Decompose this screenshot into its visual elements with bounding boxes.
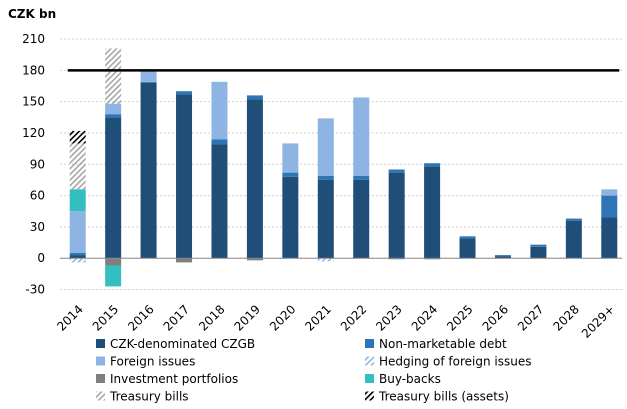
bar-segment <box>459 238 476 259</box>
bar-segment <box>601 195 618 218</box>
bar-segment <box>140 69 157 82</box>
x-tick-label: 2018 <box>196 302 227 333</box>
x-tick-label: 2016 <box>125 302 156 333</box>
y-tick-label: 30 <box>30 220 45 234</box>
bar-segment <box>211 81 228 140</box>
bar-segment <box>176 94 193 259</box>
bar-segment <box>105 117 122 259</box>
bar-segment <box>565 218 582 221</box>
bar-segment <box>69 255 86 259</box>
legend-label: Treasury bills (assets) <box>378 390 509 404</box>
bar-segment <box>69 189 86 212</box>
y-tick-label: 120 <box>22 126 45 140</box>
bar-segment <box>211 139 228 145</box>
legend-swatch <box>365 374 374 383</box>
legend-label: Treasury bills <box>109 390 189 404</box>
bar-segment <box>282 143 299 173</box>
bar-segment <box>601 217 618 259</box>
x-tick-label: 2027 <box>515 302 546 333</box>
x-tick-label: 2024 <box>409 302 440 333</box>
bar-segment <box>317 118 334 176</box>
bar-segment <box>388 169 405 173</box>
bar-segment <box>388 258 405 260</box>
bar-segment <box>140 82 157 259</box>
legend-label: Non-marketable debt <box>379 337 507 351</box>
x-tick-label: 2023 <box>373 302 404 333</box>
legend-swatch <box>96 391 105 401</box>
bar-segment <box>282 172 299 177</box>
legend-swatch <box>96 374 105 383</box>
legend-swatch <box>365 391 374 401</box>
bar-segment <box>317 258 334 262</box>
bar-segment <box>494 255 511 257</box>
x-tick-label: 2025 <box>444 302 475 333</box>
bar-segment <box>105 114 122 118</box>
bar-segment <box>317 179 334 259</box>
y-tick-label: 180 <box>22 63 45 77</box>
bar-segment <box>69 253 86 256</box>
x-tick-label: 2021 <box>302 302 333 333</box>
y-tick-label: 90 <box>30 157 45 171</box>
legend-swatch <box>96 339 105 348</box>
bar-segment <box>140 81 157 83</box>
x-tick-label: 2014 <box>54 302 85 333</box>
bar-segment <box>459 236 476 239</box>
legend-label: Foreign issues <box>110 355 195 369</box>
bar-segment <box>69 211 86 254</box>
bar-segment <box>282 176 299 259</box>
x-tick-label: 2020 <box>267 302 298 333</box>
bar-segment <box>388 172 405 259</box>
bar-segment <box>105 48 122 104</box>
bar-segment <box>105 258 122 266</box>
x-tick-label: 2017 <box>161 302 192 333</box>
x-tick-label: 2022 <box>338 302 369 333</box>
y-tick-label: 60 <box>30 189 45 203</box>
bar-segment <box>424 163 441 167</box>
x-tick-label: 2026 <box>480 302 511 333</box>
legend-swatch <box>365 356 374 366</box>
legend-label: Hedging of foreign issues <box>379 355 531 369</box>
x-tick-label: 2028 <box>550 302 581 333</box>
bar-segment <box>424 258 441 260</box>
bar-segment <box>69 143 86 190</box>
y-tick-label: 0 <box>37 251 45 265</box>
y-tick-label: 210 <box>22 32 45 46</box>
bar-segment <box>105 265 122 287</box>
legend-label: CZK-denominated CZGB <box>110 337 255 351</box>
bar-segment <box>211 144 228 259</box>
bar-segment <box>353 97 370 176</box>
bar-segment <box>246 258 263 261</box>
legend-label: Buy-backs <box>379 372 441 386</box>
x-tick-label: 2029+ <box>579 302 618 341</box>
legend-label: Investment portfolios <box>110 372 238 386</box>
bar-segment <box>530 246 547 259</box>
bar-segment <box>353 175 370 180</box>
bar-segment <box>353 179 370 259</box>
bar-segment <box>105 103 122 115</box>
legend-swatch <box>96 356 105 366</box>
legend-swatch <box>365 339 374 348</box>
x-tick-label: 2019 <box>232 302 263 333</box>
x-tick-label: 2015 <box>90 302 121 333</box>
bar-segment <box>565 220 582 259</box>
bar-segment <box>601 189 618 196</box>
bar-segment <box>246 95 263 100</box>
bar-segment <box>494 256 511 259</box>
bar-segment <box>424 166 441 259</box>
bar-segment <box>530 244 547 247</box>
bar-segment <box>69 130 86 144</box>
bar-segment <box>317 175 334 180</box>
bar-segment <box>246 99 263 259</box>
bar-segment <box>176 258 193 263</box>
bar-segment <box>69 258 86 263</box>
y-tick-label: 150 <box>22 95 45 109</box>
bar-segment <box>176 91 193 95</box>
y-axis-label: CZK bn <box>8 7 56 21</box>
y-tick-label: -30 <box>25 283 45 297</box>
